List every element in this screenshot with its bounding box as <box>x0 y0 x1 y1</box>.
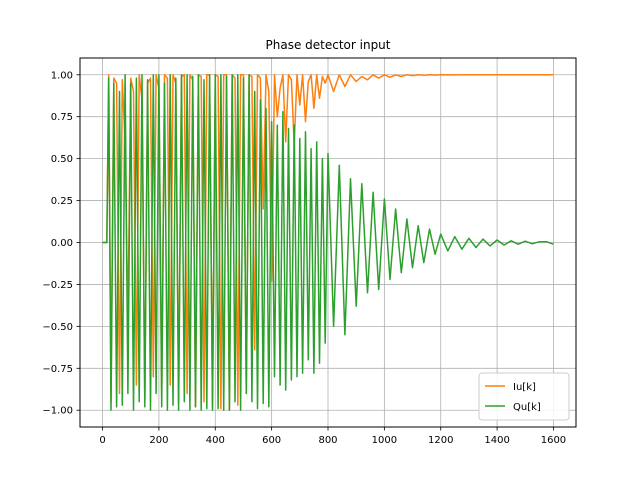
y-tick-label: 0.25 <box>51 196 73 207</box>
x-tick-label: 1400 <box>484 435 509 446</box>
y-tick-label: 0.00 <box>51 238 73 249</box>
legend: Iu[k] Qu[k] <box>478 372 570 421</box>
x-tick-label: 0 <box>99 435 105 446</box>
x-tick-label: 1200 <box>428 435 453 446</box>
legend-box <box>478 372 570 421</box>
y-tick-label: −0.25 <box>42 280 73 291</box>
series-line-qu <box>102 74 554 411</box>
x-tick-label: 400 <box>206 435 225 446</box>
series-lines <box>102 74 554 411</box>
y-tick-label: 0.75 <box>51 112 73 123</box>
y-axis: −1.00 −0.75 −0.50 −0.25 0.00 0.25 0.50 0.75 1.00 <box>42 70 80 417</box>
y-tick-label: 0.50 <box>51 154 73 165</box>
x-tick-label: 600 <box>262 435 281 446</box>
chart-title: Phase detector input <box>266 38 391 52</box>
y-tick-label: −0.50 <box>42 322 73 333</box>
legend-label: Qu[k] <box>513 402 541 413</box>
x-tick-label: 1600 <box>541 435 566 446</box>
legend-label: Iu[k] <box>513 382 536 393</box>
x-tick-label: 800 <box>318 435 337 446</box>
x-tick-label: 1000 <box>372 435 397 446</box>
y-tick-label: 1.00 <box>51 70 73 81</box>
y-tick-label: −0.75 <box>42 364 73 375</box>
y-tick-label: −1.00 <box>42 406 73 417</box>
series-line-iu <box>102 74 554 411</box>
x-tick-label: 200 <box>149 435 168 446</box>
x-axis: 0 200 400 600 800 1000 1200 1400 1600 <box>99 427 566 446</box>
